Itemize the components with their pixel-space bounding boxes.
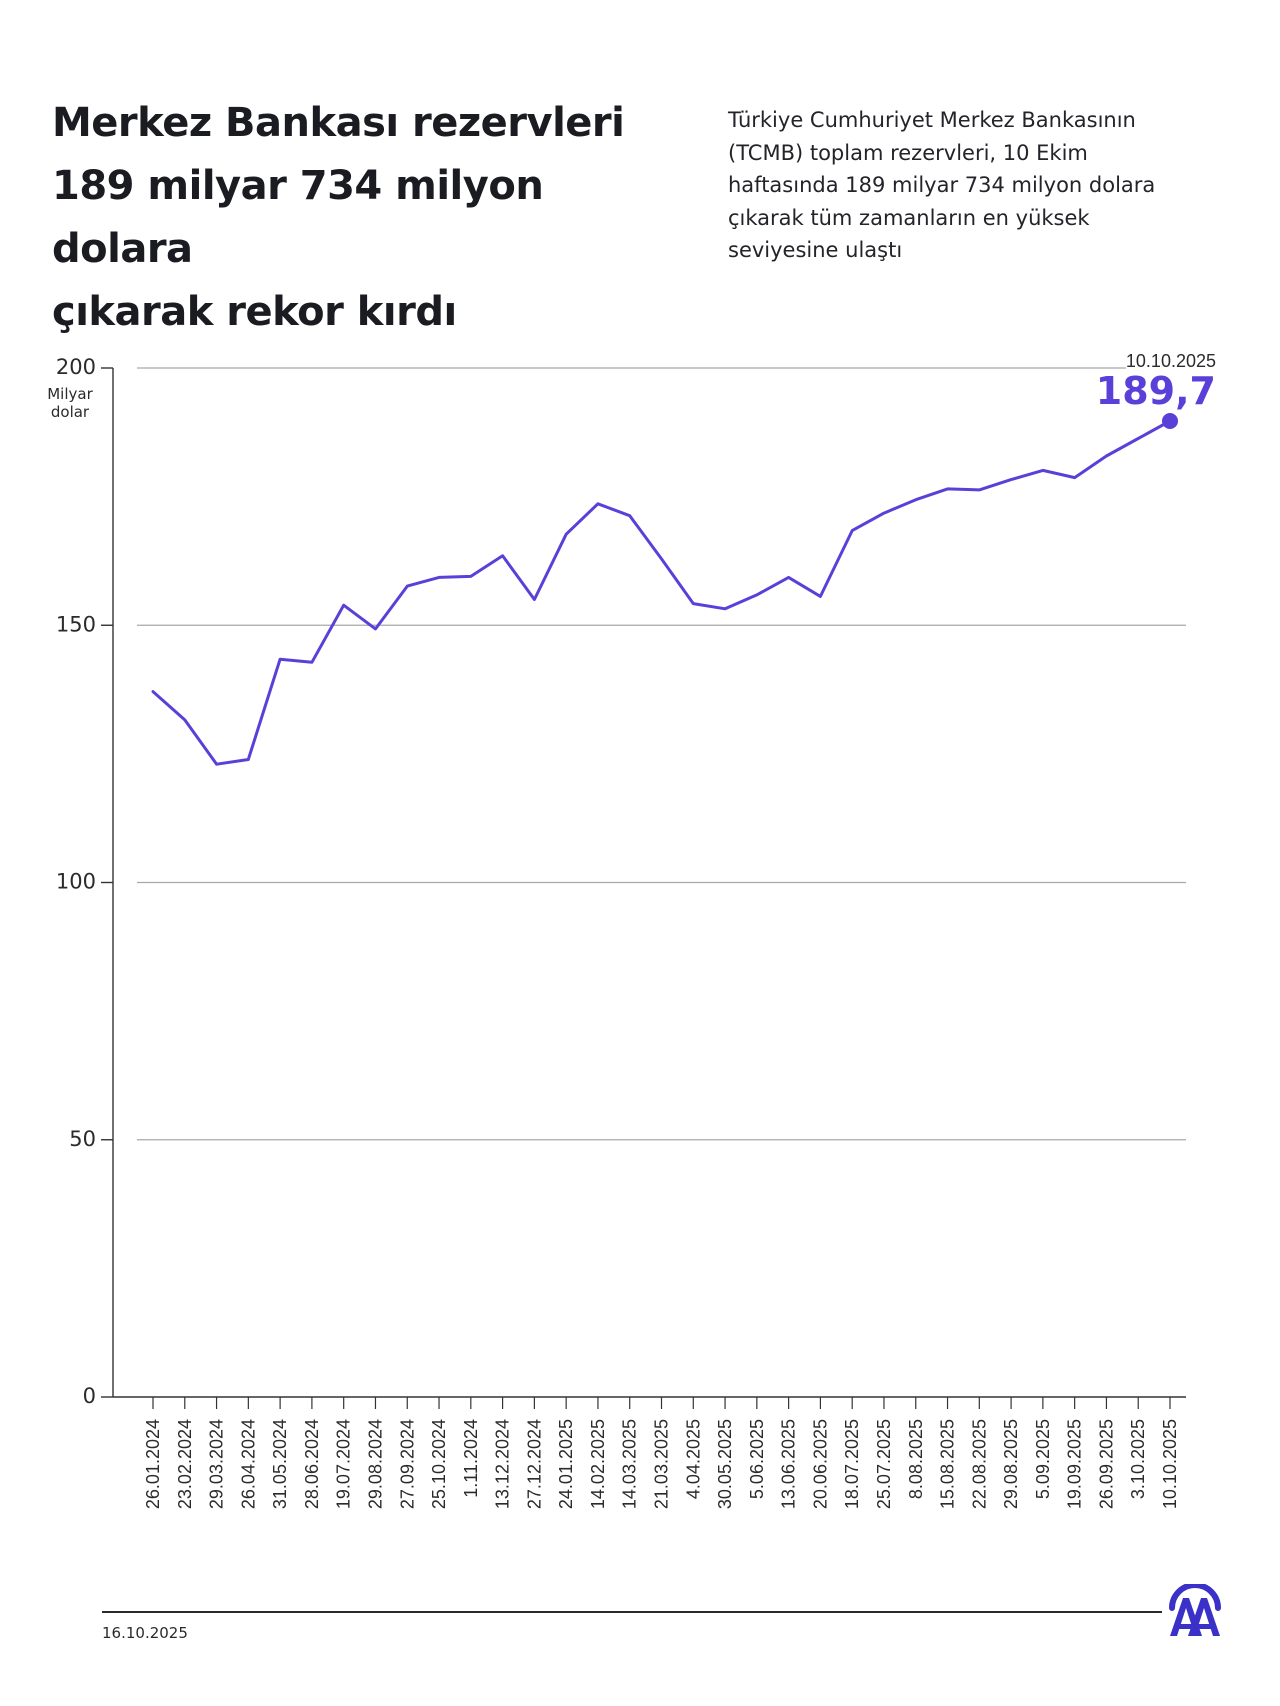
x-tick-label: 8.08.2025	[906, 1419, 926, 1499]
x-tick-label: 25.10.2024	[429, 1419, 449, 1509]
x-tick-label: 10.10.2025	[1160, 1419, 1180, 1509]
y-tick-label: 50	[69, 1127, 96, 1151]
y-tick-label: 150	[56, 612, 96, 636]
description: Türkiye Cumhuriyet Merkez Bankasının (TC…	[728, 104, 1208, 267]
aa-logo-icon	[1169, 1584, 1221, 1636]
x-tick-label: 13.12.2024	[493, 1419, 513, 1509]
x-tick-label: 29.03.2024	[207, 1419, 227, 1509]
x-tick-label: 20.06.2025	[810, 1419, 830, 1509]
x-tick-label: 13.06.2025	[779, 1419, 799, 1509]
page-title: Merkez Bankası rezervleri 189 milyar 734…	[52, 92, 692, 344]
last-point-marker	[1162, 412, 1178, 429]
footer-date: 16.10.2025	[102, 1624, 188, 1642]
x-tick-label: 31.05.2024	[270, 1419, 290, 1509]
x-tick-label: 5.06.2025	[747, 1419, 767, 1499]
title-line: 189 milyar 734 milyon dolara	[52, 163, 544, 272]
x-tick-label: 29.08.2024	[365, 1419, 385, 1509]
x-tick-label: 19.07.2024	[334, 1419, 354, 1509]
x-tick-label: 30.05.2025	[715, 1419, 735, 1509]
x-tick-label: 27.12.2024	[524, 1419, 544, 1509]
title-line: Merkez Bankası rezervleri	[52, 100, 625, 146]
x-tick-label: 5.09.2025	[1033, 1419, 1053, 1499]
y-tick-label: 200	[56, 355, 96, 379]
annotation-value: 189,7	[1096, 369, 1216, 413]
x-tick-label: 28.06.2024	[302, 1419, 322, 1509]
x-tick-label: 15.08.2025	[938, 1419, 958, 1509]
x-tick-label: 23.02.2024	[175, 1419, 195, 1509]
x-tick-label: 19.09.2025	[1065, 1419, 1085, 1509]
x-tick-label: 26.09.2025	[1096, 1419, 1116, 1509]
x-tick-label: 14.03.2025	[620, 1419, 640, 1509]
footer-divider	[102, 1611, 1162, 1613]
x-tick-label: 1.11.2024	[461, 1419, 481, 1498]
x-tick-label: 3.10.2025	[1128, 1419, 1148, 1499]
x-tick-label: 26.01.2024	[143, 1419, 163, 1509]
annotation-date: 10.10.2025	[1126, 351, 1216, 371]
description-line: (TCMB) toplam rezervleri, 10 Ekim	[728, 140, 1088, 165]
description-line: Türkiye Cumhuriyet Merkez Bankasının	[728, 108, 1136, 132]
y-axis-label: dolar	[51, 403, 90, 421]
x-tick-label: 24.01.2025	[556, 1419, 576, 1509]
reserves-series-line	[151, 419, 1172, 766]
x-tick-label: 25.07.2025	[874, 1419, 894, 1509]
y-tick-label: 100	[56, 870, 96, 894]
x-tick-label: 14.02.2025	[588, 1419, 608, 1509]
x-tick-label: 29.08.2025	[1001, 1419, 1021, 1509]
x-tick-label: 22.08.2025	[969, 1419, 989, 1509]
x-tick-label: 27.09.2024	[397, 1419, 417, 1509]
y-axis-label: Milyar	[47, 385, 93, 403]
x-tick-label: 4.04.2025	[683, 1419, 703, 1499]
x-tick-label: 21.03.2025	[652, 1419, 672, 1509]
description-line: haftasında 189 milyar 734 milyon dolara	[728, 173, 1156, 197]
description-line: seviyesine ulaştı	[728, 238, 903, 262]
x-tick-label: 26.04.2024	[238, 1419, 258, 1509]
x-tick-label: 18.07.2025	[842, 1419, 862, 1509]
y-tick-label: 0	[83, 1384, 96, 1408]
title-line: çıkarak rekor kırdı	[52, 289, 457, 335]
description-line: çıkarak tüm zamanların en yüksek	[728, 205, 1090, 230]
